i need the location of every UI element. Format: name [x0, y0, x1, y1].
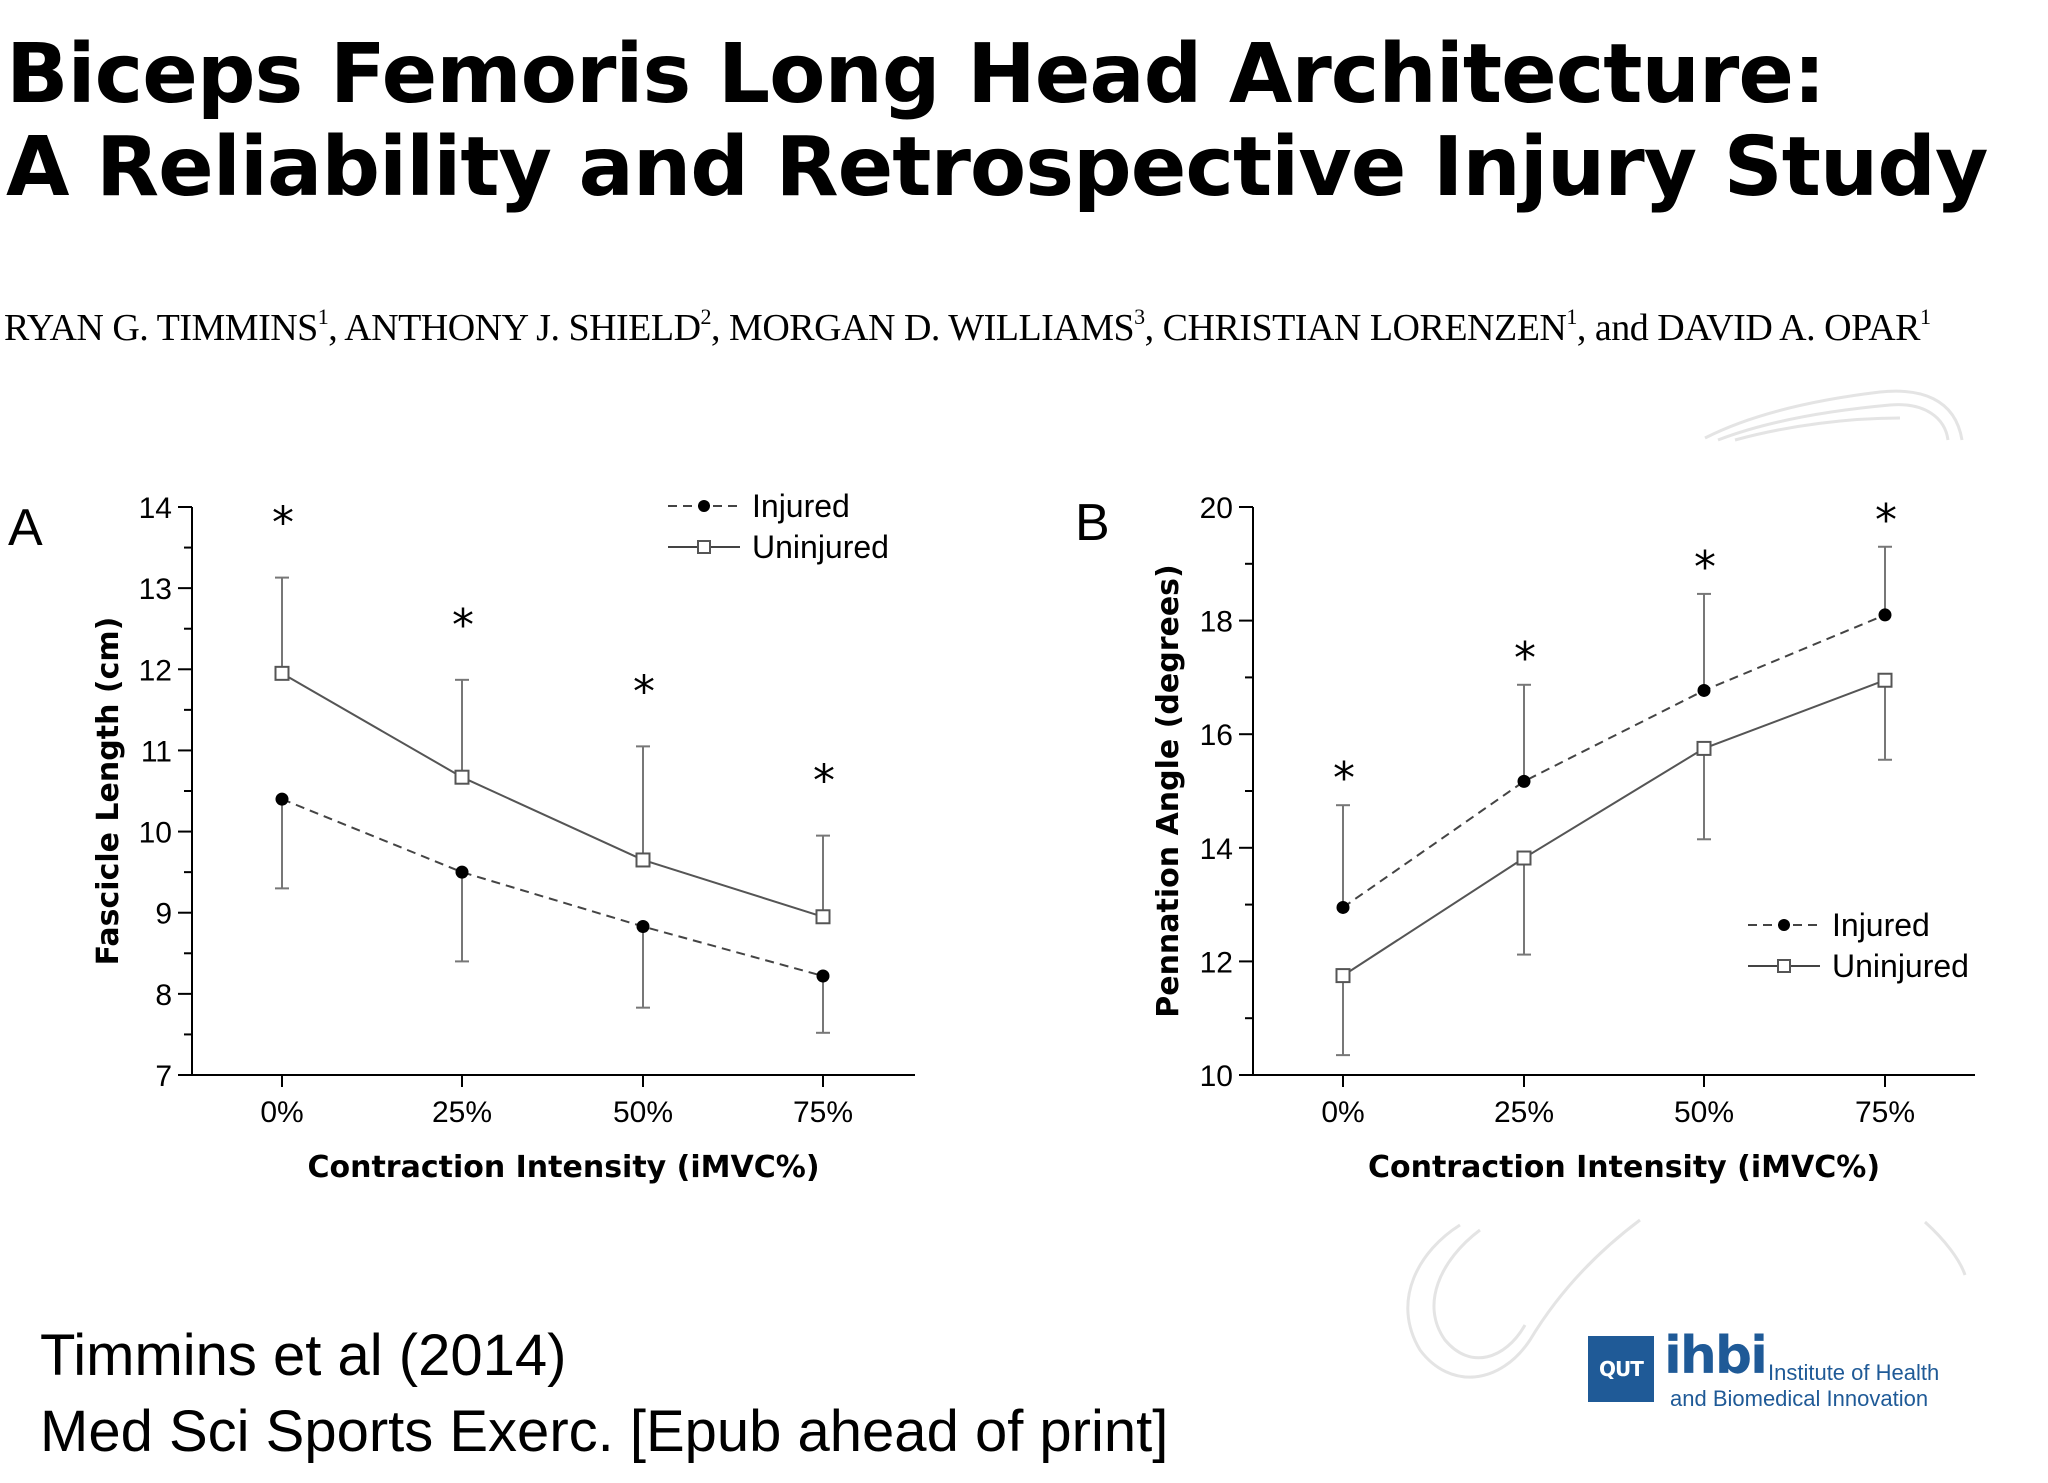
significance-marker: * [272, 498, 294, 549]
ihbi-logo-text: ihbi [1664, 1326, 1768, 1386]
data-point-injured [816, 969, 830, 983]
y-tick-label: 14 [1200, 833, 1233, 866]
title-line-1: Biceps Femoris Long Head Architecture: [6, 27, 1826, 122]
decorative-leg-sketch [1406, 389, 1967, 1379]
author-list: RYAN G. TIMMINS1, ANTHONY J. SHIELD2, MO… [4, 304, 1931, 350]
data-point-injured [636, 920, 650, 934]
data-point-uninjured [1516, 850, 1532, 866]
legend-label: Injured [752, 488, 850, 524]
title-line-2: A Reliability and Retrospective Injury S… [6, 120, 1988, 215]
y-tick-label: 9 [155, 898, 172, 931]
panel-label: A [8, 499, 43, 557]
y-tick-label: 16 [1200, 719, 1233, 752]
x-tick-label: 75% [1855, 1096, 1915, 1129]
institute-name-line-1: Institute of Health [1768, 1360, 1940, 1385]
y-tick-label: 8 [155, 979, 172, 1012]
x-axis-label: Contraction Intensity (iMVC%) [307, 1150, 819, 1185]
x-tick-label: 0% [1321, 1096, 1364, 1129]
y-tick-label: 12 [139, 654, 172, 687]
y-tick-label: 10 [1200, 1060, 1233, 1093]
series-line-injured [1342, 613, 1886, 909]
data-point-injured [1336, 900, 1350, 914]
x-tick-label: 75% [793, 1096, 853, 1129]
legend-marker-uninjured [1777, 959, 1791, 973]
significance-marker: * [452, 600, 474, 651]
series-line-uninjured [281, 672, 824, 918]
author: RYAN G. TIMMINS1, [4, 304, 345, 349]
citation: Timmins et al (2014) Med Sci Sports Exer… [40, 1318, 1168, 1470]
qut-logo-badge: QUT [1588, 1336, 1654, 1402]
chart-panel-a: A 7 8 9 10 11 12 13 14 0% 25% 50% 75% Contraction Int… [8, 488, 915, 1185]
citation-authors: Timmins et al (2014) [40, 1323, 567, 1388]
y-tick-label: 11 [141, 735, 172, 768]
data-point-uninjured [815, 909, 831, 925]
significance-marker: * [633, 666, 655, 717]
data-point-injured [1878, 608, 1892, 622]
data-point-uninjured [1335, 968, 1351, 984]
legend-marker-uninjured [697, 540, 711, 554]
legend-label: Uninjured [1832, 948, 1969, 984]
legend-label: Uninjured [752, 529, 889, 565]
significance-marker: * [1514, 633, 1536, 684]
legend-marker-injured [1778, 919, 1790, 931]
series-line-uninjured [1342, 679, 1886, 977]
x-tick-label: 50% [613, 1096, 673, 1129]
x-tick-label: 25% [1494, 1096, 1554, 1129]
author: DAVID A. OPAR1 [1657, 304, 1931, 349]
y-tick-label: 14 [139, 492, 172, 525]
significance-marker: * [1694, 542, 1716, 593]
panel-label: B [1075, 494, 1110, 552]
data-point-injured [455, 865, 469, 879]
y-axis-label: Fascicle Length (cm) [91, 617, 126, 966]
x-axis-label: Contraction Intensity (iMVC%) [1368, 1150, 1880, 1185]
x-tick-label: 0% [260, 1096, 303, 1129]
data-point-injured [1517, 774, 1531, 788]
y-tick-label: 12 [1200, 946, 1233, 979]
institute-name-line-2: and Biomedical Innovation [1670, 1386, 1929, 1411]
data-point-uninjured [635, 852, 651, 868]
author: CHRISTIAN LORENZEN1, and [1162, 304, 1658, 349]
legend-label: Injured [1832, 907, 1930, 943]
y-tick-label: 20 [1200, 492, 1233, 525]
author: MORGAN D. WILLIAMS3, [729, 304, 1163, 349]
data-point-uninjured [274, 665, 290, 681]
data-point-uninjured [1877, 672, 1893, 688]
y-axis-label: Pennation Angle (degrees) [1151, 564, 1186, 1018]
significance-marker: * [1875, 495, 1897, 546]
data-point-uninjured [1696, 740, 1712, 756]
significance-marker: * [1333, 753, 1355, 804]
y-tick-label: 10 [139, 817, 172, 850]
significance-marker: * [813, 756, 835, 807]
y-tick-label: 7 [155, 1060, 172, 1093]
series-line-injured [281, 798, 824, 977]
x-tick-label: 50% [1674, 1096, 1734, 1129]
citation-journal: Med Sci Sports Exerc. [Epub ahead of pri… [40, 1399, 1169, 1464]
y-tick-label: 18 [1200, 606, 1233, 639]
data-point-injured [275, 792, 289, 806]
author: ANTHONY J. SHIELD2, [344, 304, 730, 349]
legend-marker-injured [698, 500, 710, 512]
data-point-uninjured [454, 769, 470, 785]
x-tick-label: 25% [432, 1096, 492, 1129]
data-point-injured [1697, 683, 1711, 697]
y-tick-label: 13 [139, 573, 172, 606]
chart-panel-b: B 10 12 14 16 18 20 0% 25% 50% 75% Contraction Inte… [1075, 492, 1975, 1185]
slide-title: Biceps Femoris Long Head Architecture: A… [6, 27, 1988, 215]
